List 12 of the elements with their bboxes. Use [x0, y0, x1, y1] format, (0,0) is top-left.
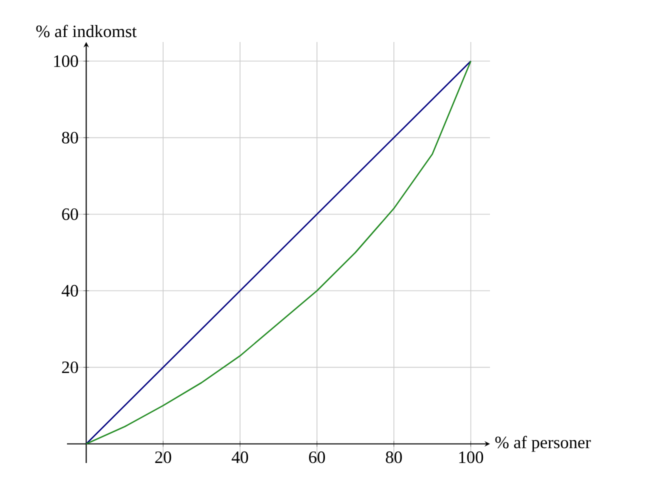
y-axis-title: % af indkomst [36, 24, 137, 38]
y-tick-label: 40 [62, 284, 78, 297]
y-tick-label: 20 [62, 361, 78, 374]
x-tick-label: 40 [232, 451, 248, 464]
x-tick-label: 100 [459, 451, 484, 464]
x-axis-title: % af personer [495, 436, 591, 452]
y-tick-label: 80 [62, 132, 78, 144]
y-tick-label: 60 [62, 208, 78, 220]
x-tick-label: 80 [386, 451, 402, 464]
x-tick-label: 60 [309, 451, 325, 464]
x-tick-label: 20 [155, 451, 172, 464]
y-tick-label: 100 [54, 55, 78, 67]
